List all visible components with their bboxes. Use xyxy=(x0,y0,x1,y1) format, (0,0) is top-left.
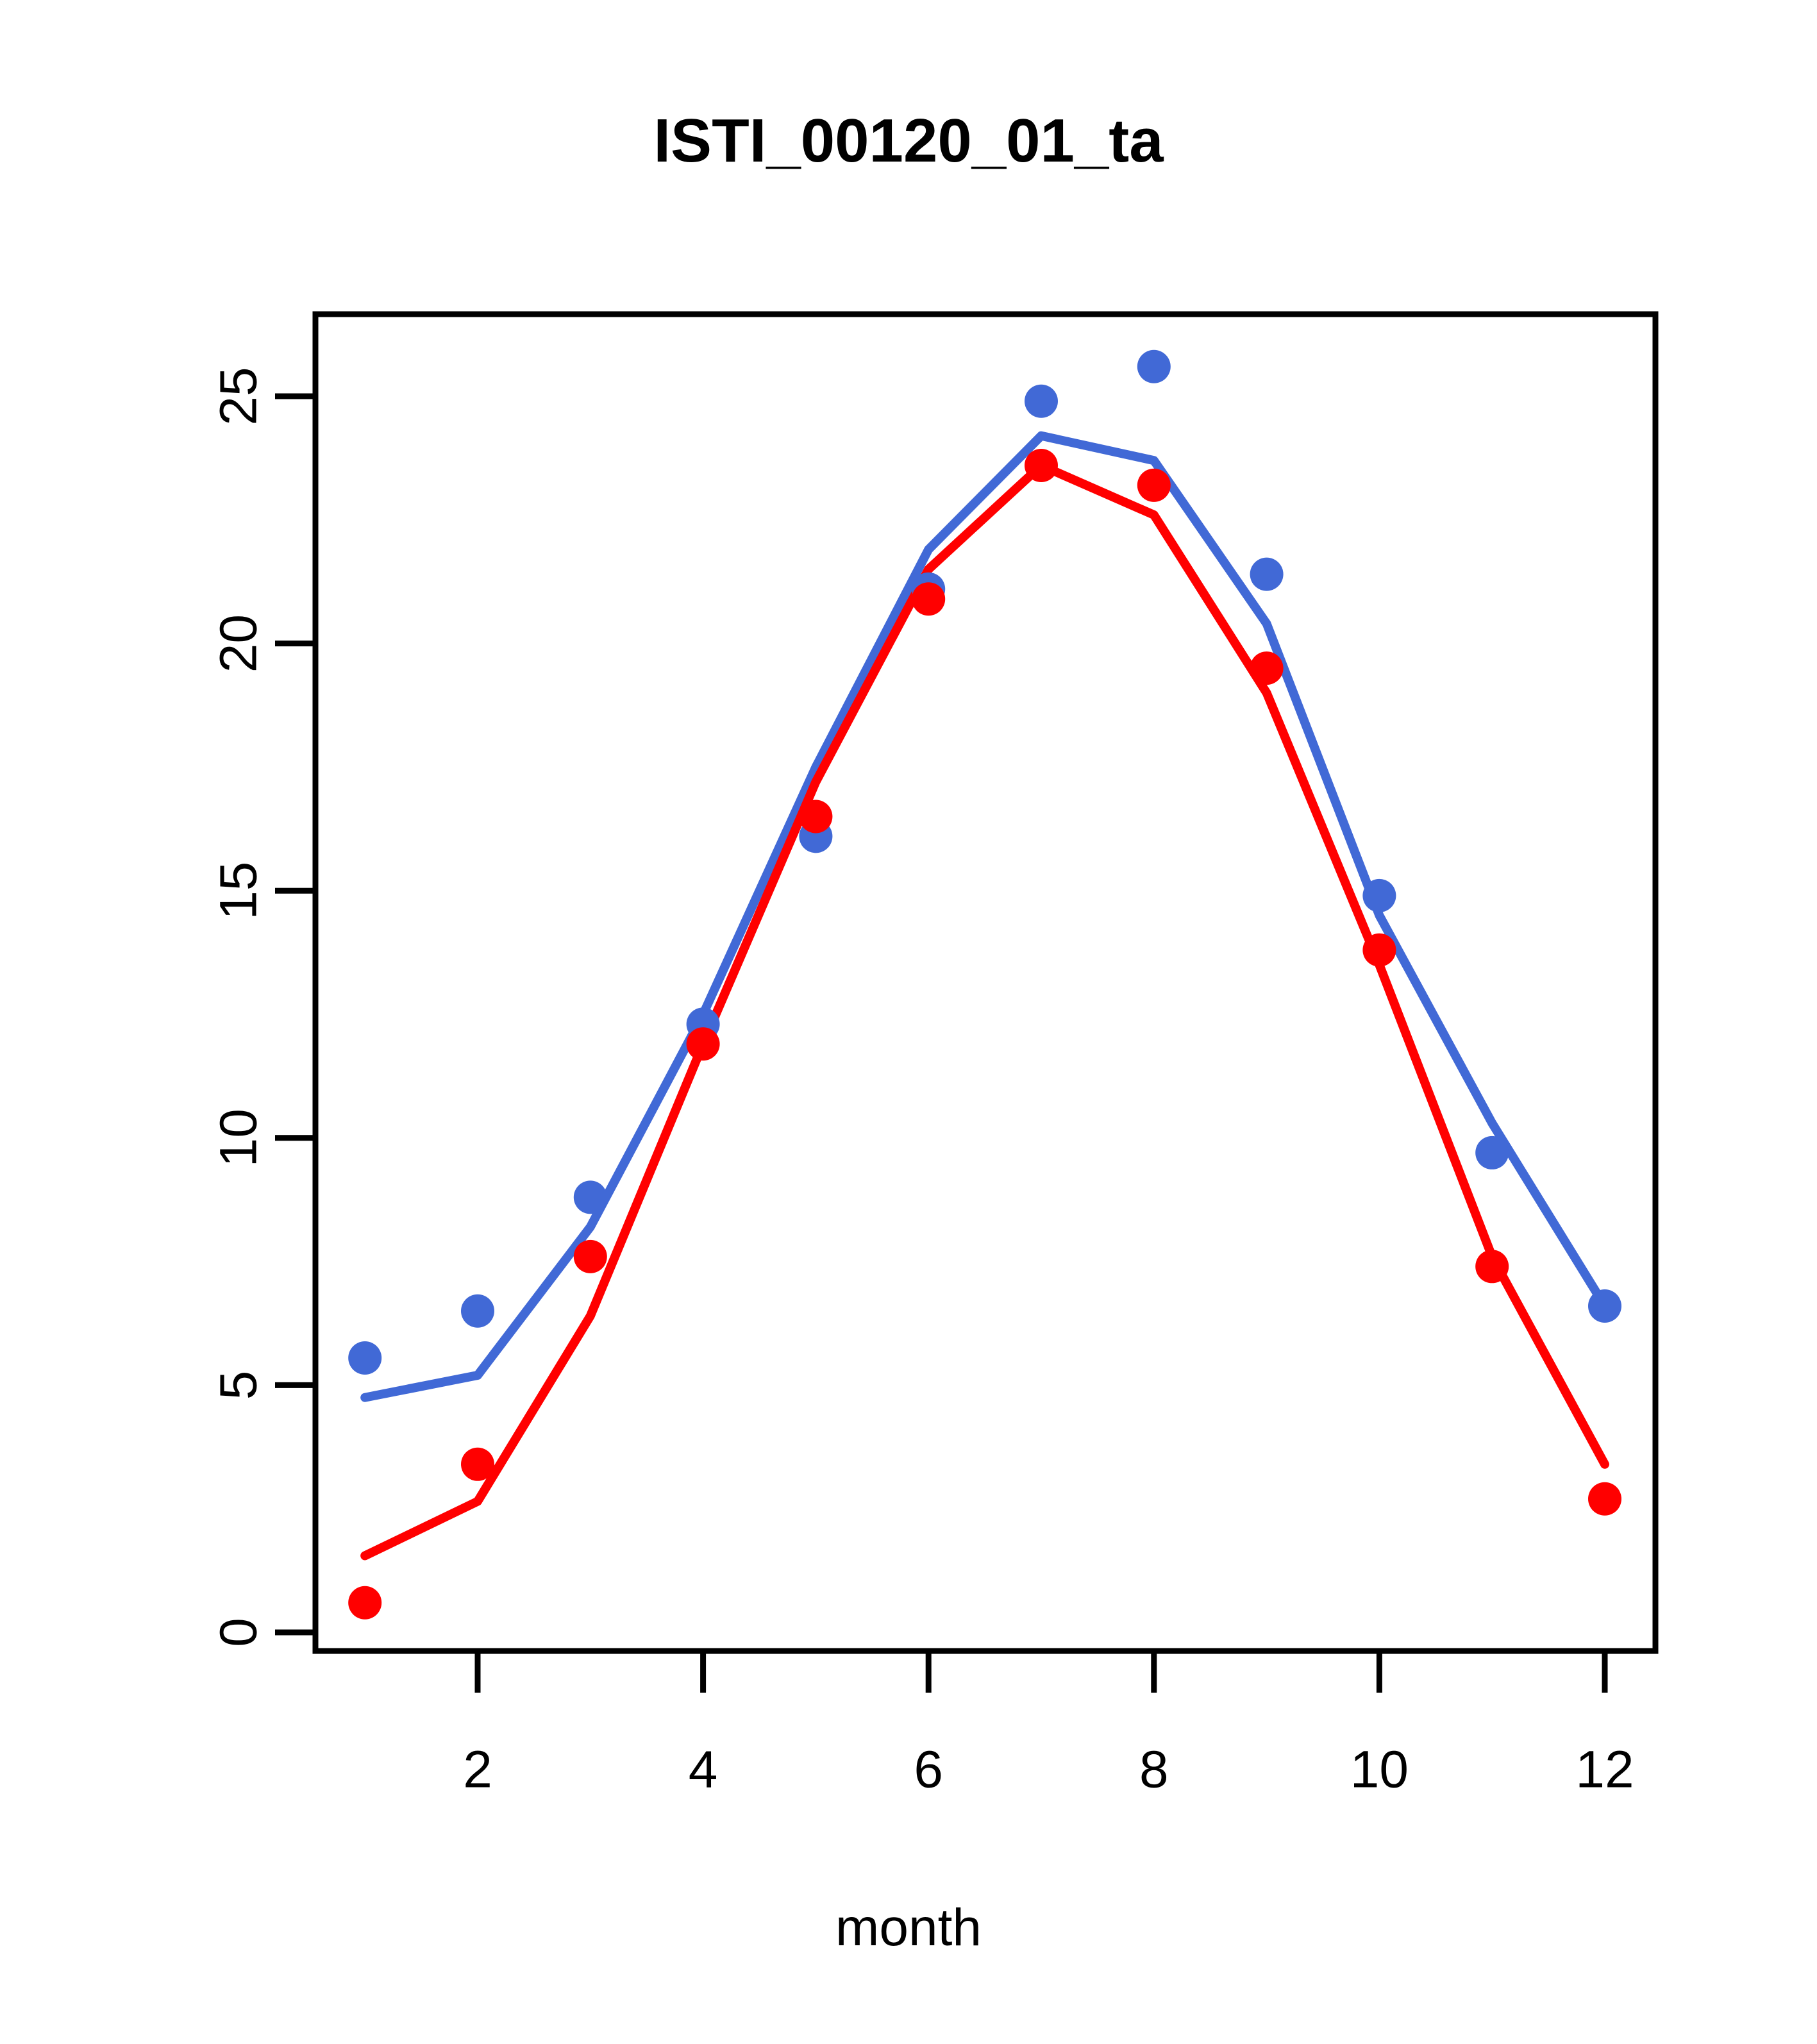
data-point-red-points xyxy=(686,1027,720,1061)
data-point-red-points xyxy=(348,1586,382,1620)
data-point-red-points xyxy=(1588,1482,1621,1516)
data-point-red-points xyxy=(799,800,833,834)
data-point-red-points xyxy=(1362,933,1396,967)
data-point-red-points xyxy=(912,582,946,616)
y-tick-label: 25 xyxy=(210,367,268,425)
x-tick-label: 4 xyxy=(689,1741,718,1799)
series-line-blue-line xyxy=(360,431,1609,1402)
x-tick-label: 10 xyxy=(1350,1741,1409,1799)
y-tick-label: 20 xyxy=(210,614,268,673)
x-tick-label: 12 xyxy=(1575,1741,1634,1799)
y-axis: 0 5 10 15 20 25 xyxy=(210,367,319,1647)
data-point-red-points xyxy=(461,1447,494,1481)
series-points xyxy=(348,349,1621,1620)
y-tick-group: 0 5 10 15 20 25 xyxy=(210,367,315,1647)
x-axis-label: month xyxy=(835,1898,982,1957)
y-tick-label: 5 xyxy=(210,1371,268,1400)
y-tick-label: 10 xyxy=(210,1109,268,1167)
data-point-blue-points xyxy=(573,1180,607,1214)
series-line-red-line xyxy=(360,460,1609,1561)
data-point-blue-points xyxy=(461,1294,494,1328)
x-tick-group: 2 4 6 8 10 12 xyxy=(463,1651,1634,1799)
data-point-blue-points xyxy=(348,1341,382,1375)
x-tick-label: 6 xyxy=(914,1741,943,1799)
data-point-red-points xyxy=(573,1239,607,1273)
data-point-blue-points xyxy=(1588,1289,1621,1323)
data-point-blue-points xyxy=(1475,1135,1509,1169)
data-point-red-points xyxy=(1475,1250,1509,1284)
data-point-blue-points xyxy=(1250,557,1284,591)
data-point-blue-points xyxy=(1025,384,1058,418)
data-point-red-points xyxy=(1137,468,1171,502)
page-title: ISTI_00120_01_ta xyxy=(653,106,1164,175)
y-tick-label: 0 xyxy=(210,1618,268,1647)
data-point-red-points xyxy=(1025,448,1058,482)
y-tick-label: 15 xyxy=(210,862,268,920)
x-axis: 2 4 6 8 10 12 xyxy=(463,1648,1634,1799)
x-tick-label: 2 xyxy=(463,1741,492,1799)
data-point-blue-points xyxy=(1137,349,1171,383)
data-point-red-points xyxy=(1250,651,1284,685)
data-point-blue-points xyxy=(1362,878,1396,912)
x-tick-label: 8 xyxy=(1139,1741,1169,1799)
series-lines xyxy=(360,431,1609,1561)
